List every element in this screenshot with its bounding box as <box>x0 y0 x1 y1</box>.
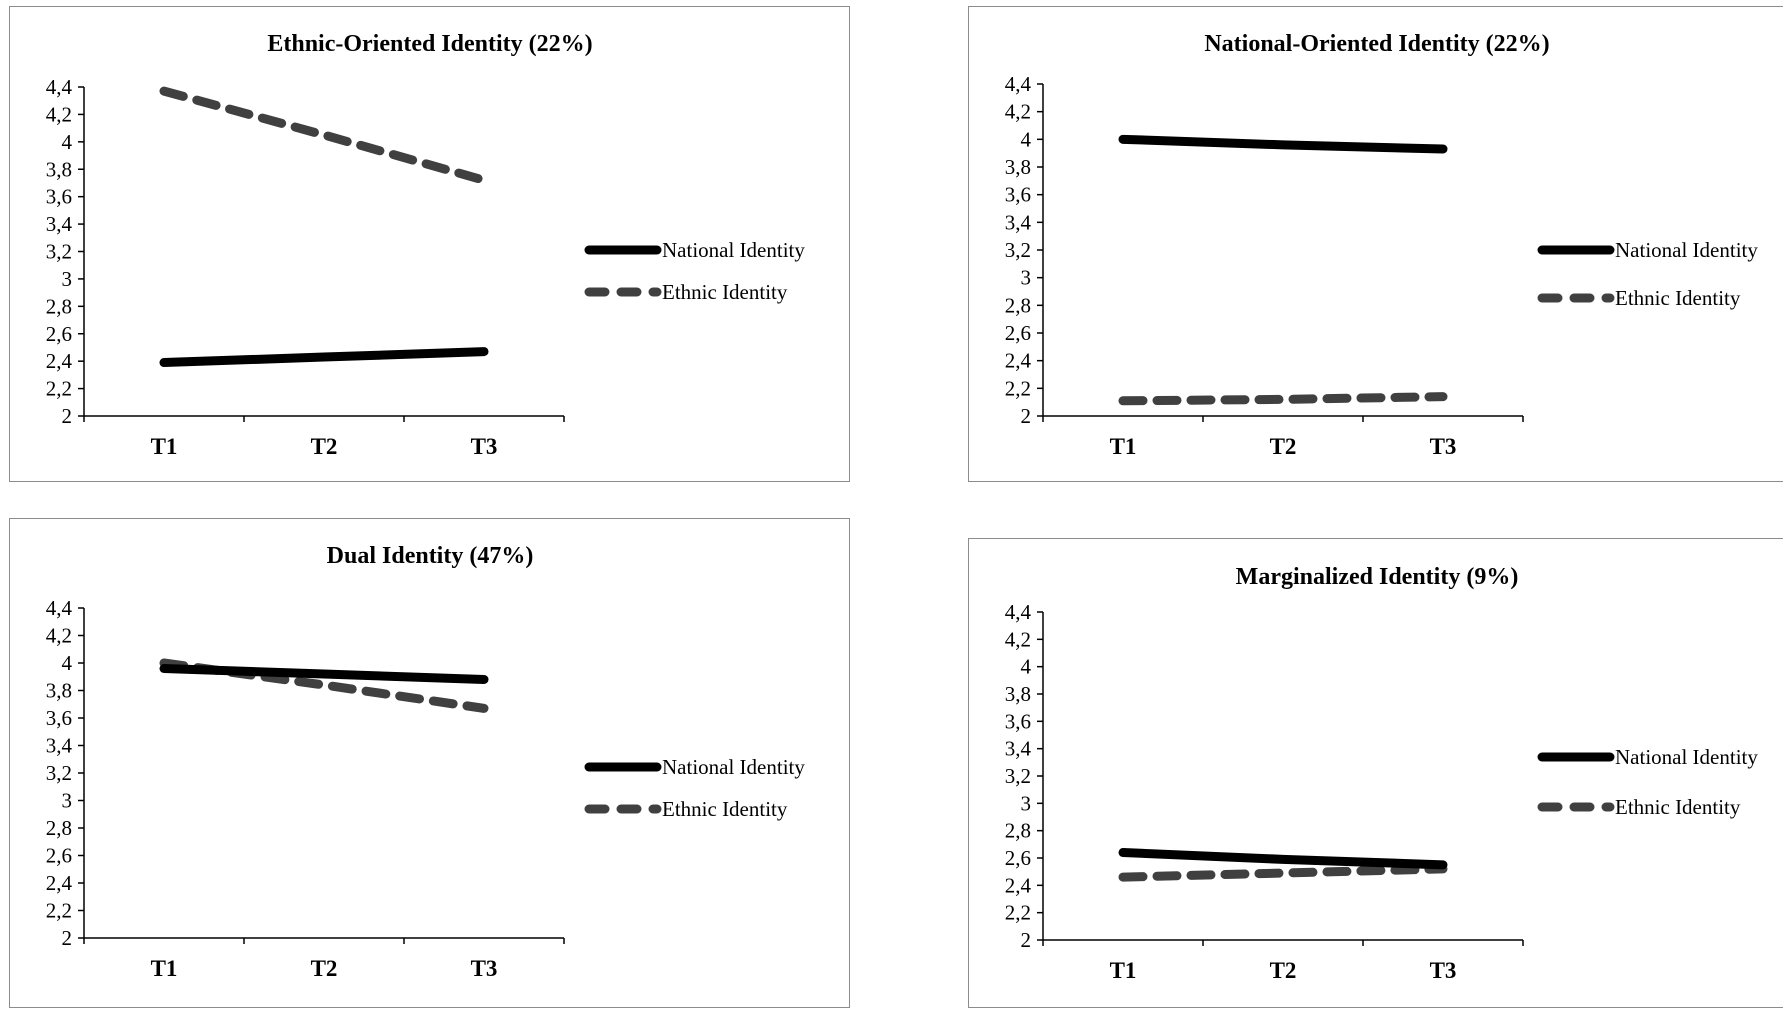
series-line-ethnic-identity <box>159 86 489 185</box>
chart-panel-ethnic-oriented: Ethnic-Oriented Identity (22%) 2 2,2 2,4 2,6… <box>9 6 850 482</box>
y-tick-label: 2,2 <box>1005 901 1031 925</box>
y-tick-label: 2,8 <box>46 816 72 840</box>
x-tick-label-t3: T3 <box>471 956 498 981</box>
y-tick-label: 3,8 <box>1005 682 1031 706</box>
chart-title: Dual Identity (47%) <box>327 543 534 569</box>
series-line-national-identity <box>1118 848 1448 870</box>
x-tick-label-t3: T3 <box>471 434 498 459</box>
chart-svg: Marginalized Identity (9%) 2 2,2 2,4 2,6 2,8 3… <box>1005 564 1759 983</box>
chart-panel-national-oriented: National-Oriented Identity (22%) 2 2,2 2,4 2… <box>968 6 1783 482</box>
y-tick-label: 3,4 <box>1005 210 1032 234</box>
y-tick-label: 4,4 <box>46 596 73 620</box>
y-tick-label: 2,6 <box>46 322 72 346</box>
y-tick-label: 4 <box>1021 127 1032 151</box>
x-tick-label-t3: T3 <box>1430 434 1457 459</box>
y-tick-label: 2 <box>1021 928 1032 952</box>
chart-svg: Ethnic-Oriented Identity (22%) 2 2,2 2,4 2,6… <box>46 31 806 459</box>
y-tick-label: 3 <box>1021 266 1032 290</box>
y-tick-label: 3,6 <box>46 706 72 730</box>
y-tick-label: 3 <box>1021 791 1032 815</box>
series-line-national-identity <box>159 664 489 684</box>
y-tick-label: 2,2 <box>1005 376 1031 400</box>
y-tick-label: 4,2 <box>1005 100 1031 124</box>
legend-label-national-identity: National Identity <box>662 238 805 262</box>
legend-label-ethnic-identity: Ethnic Identity <box>662 280 788 304</box>
y-tick-label: 3,6 <box>1005 709 1031 733</box>
y-tick-label: 3,6 <box>1005 183 1031 207</box>
legend-label-ethnic-identity: Ethnic Identity <box>1615 795 1741 819</box>
x-tick-label-t2: T2 <box>1270 434 1297 459</box>
y-tick-label: 2,2 <box>46 377 72 401</box>
y-tick-label: 3,4 <box>1005 737 1032 761</box>
series-line-national-identity <box>159 347 489 368</box>
y-tick-label: 4,2 <box>1005 627 1031 651</box>
chart-title: Marginalized Identity (9%) <box>1236 564 1519 590</box>
y-tick-label: 3,2 <box>46 761 72 785</box>
x-tick-label-t1: T1 <box>1110 958 1137 983</box>
y-tick-label: 2,4 <box>46 871 73 895</box>
y-tick-label: 4,4 <box>46 75 73 99</box>
y-tick-label: 4 <box>62 130 73 154</box>
y-tick-label: 3 <box>62 789 73 813</box>
legend-label-national-identity: National Identity <box>662 755 805 779</box>
y-tick-label: 2 <box>62 926 73 950</box>
y-tick-label: 3,6 <box>46 185 72 209</box>
x-tick-label-t2: T2 <box>311 956 338 981</box>
y-tick-label: 2,4 <box>1005 349 1032 373</box>
y-tick-label: 2,8 <box>1005 293 1031 317</box>
y-tick-label: 4 <box>62 651 73 675</box>
y-tick-label: 2,8 <box>46 294 72 318</box>
y-tick-label: 3 <box>62 267 73 291</box>
x-tick-label-t2: T2 <box>1270 958 1297 983</box>
legend-label-ethnic-identity: Ethnic Identity <box>662 797 788 821</box>
x-tick-label-t1: T1 <box>1110 434 1137 459</box>
y-tick-label: 2,2 <box>46 899 72 923</box>
x-tick-label-t1: T1 <box>151 956 178 981</box>
y-tick-label: 3,2 <box>1005 764 1031 788</box>
y-tick-label: 2,4 <box>46 349 73 373</box>
y-tick-label: 4,4 <box>1005 600 1032 624</box>
chart-svg: Dual Identity (47%) 2 2,2 2,4 2,6 2,8 3 3,2 3,4 3… <box>46 543 806 981</box>
series-line-ethnic-identity <box>1118 864 1448 882</box>
x-tick-label-t2: T2 <box>311 434 338 459</box>
y-tick-label: 4 <box>1021 655 1032 679</box>
legend-label-ethnic-identity: Ethnic Identity <box>1615 286 1741 310</box>
chart-title: National-Oriented Identity (22%) <box>1204 31 1549 57</box>
y-tick-label: 2,8 <box>1005 819 1031 843</box>
series-line-national-identity <box>1118 134 1448 154</box>
y-tick-label: 2 <box>62 404 73 428</box>
y-tick-label: 3,4 <box>46 212 73 236</box>
y-tick-label: 3,4 <box>46 734 73 758</box>
y-tick-label: 2,6 <box>46 844 72 868</box>
chart-panel-dual: Dual Identity (47%) 2 2,2 2,4 2,6 2,8 3 3,2 3,4 3… <box>9 518 850 1008</box>
y-tick-label: 2,4 <box>1005 873 1032 897</box>
chart-panel-marginalized: Marginalized Identity (9%) 2 2,2 2,4 2,6 2,8 3… <box>968 538 1783 1008</box>
series-line-ethnic-identity <box>1118 392 1448 406</box>
x-tick-label-t3: T3 <box>1430 958 1457 983</box>
y-tick-label: 4,2 <box>46 624 72 648</box>
y-tick-label: 2 <box>1021 404 1032 428</box>
y-tick-label: 3,8 <box>46 679 72 703</box>
y-tick-label: 4,2 <box>46 102 72 126</box>
legend-label-national-identity: National Identity <box>1615 745 1758 769</box>
chart-title: Ethnic-Oriented Identity (22%) <box>267 31 592 57</box>
y-tick-label: 3,8 <box>1005 155 1031 179</box>
y-tick-label: 2,6 <box>1005 846 1031 870</box>
y-tick-label: 3,2 <box>1005 238 1031 262</box>
x-tick-label-t1: T1 <box>151 434 178 459</box>
y-tick-label: 2,6 <box>1005 321 1031 345</box>
y-tick-label: 3,2 <box>46 240 72 264</box>
y-tick-label: 4,4 <box>1005 72 1032 96</box>
y-tick-label: 3,8 <box>46 157 72 181</box>
chart-svg: National-Oriented Identity (22%) 2 2,2 2,4 2… <box>1005 31 1759 459</box>
legend-label-national-identity: National Identity <box>1615 238 1758 262</box>
